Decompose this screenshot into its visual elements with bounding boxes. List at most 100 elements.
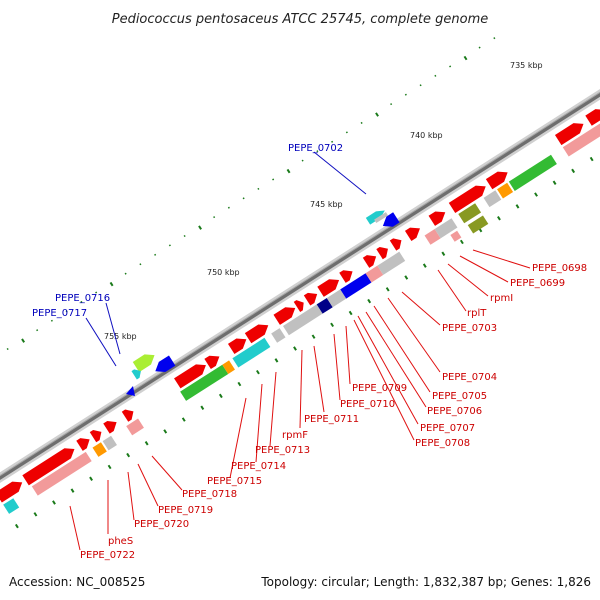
gene-label[interactable]: PEPE_0720: [134, 519, 189, 530]
cog-category-band[interactable]: [508, 154, 557, 191]
gene-label[interactable]: rpmF: [282, 430, 308, 441]
scale-tick: [301, 159, 304, 162]
scale-tick: [109, 281, 114, 287]
inner-tick: [181, 417, 186, 422]
scale-tick: [183, 234, 186, 238]
gene-label[interactable]: PEPE_0706: [427, 406, 482, 417]
gene-label[interactable]: PEPE_0698: [532, 263, 587, 274]
forward-gene-arrow[interactable]: [204, 355, 220, 370]
inner-tick: [534, 192, 538, 197]
scale-tick: [65, 310, 68, 313]
forward-gene-arrow[interactable]: [448, 185, 486, 213]
forward-gene-arrow[interactable]: [404, 227, 420, 241]
gene-label[interactable]: PEPE_0713: [255, 445, 310, 456]
forward-gene-arrow[interactable]: [389, 238, 402, 251]
gene-label[interactable]: PEPE_0716: [55, 293, 110, 304]
gene-label[interactable]: PEPE_0702: [288, 143, 343, 154]
inner-tick: [348, 310, 353, 316]
gene-label[interactable]: rpmI: [490, 293, 513, 304]
gene-label[interactable]: PEPE_0717: [32, 308, 87, 319]
cog-category-band[interactable]: [126, 418, 144, 436]
gene-label[interactable]: PEPE_0715: [207, 476, 262, 487]
gene-label[interactable]: rplT: [467, 308, 487, 319]
forward-gene-arrow[interactable]: [121, 409, 134, 422]
cog-category-band[interactable]: [282, 304, 323, 336]
gene-label[interactable]: PEPE_0711: [304, 414, 359, 425]
forward-gene-arrow[interactable]: [227, 338, 247, 354]
reverse-gene-arrow[interactable]: [132, 354, 155, 373]
scale-label: 750 kbp: [207, 268, 240, 277]
inner-tick: [14, 523, 19, 529]
reverse-gene-arrow[interactable]: [131, 369, 141, 380]
forward-gene-arrow[interactable]: [585, 109, 600, 126]
gene-label[interactable]: PEPE_0709: [352, 383, 407, 394]
cog-category-band[interactable]: [180, 364, 229, 401]
forward-gene-arrow[interactable]: [554, 123, 584, 146]
genome-backbone: [0, 89, 600, 483]
forward-gene-arrow[interactable]: [303, 292, 318, 306]
cog-category-band[interactable]: [374, 212, 389, 224]
gene-label[interactable]: PEPE_0703: [442, 323, 497, 334]
cog-category-band[interactable]: [424, 229, 441, 245]
reverse-gene-arrow[interactable]: [155, 355, 176, 373]
cog-category-band[interactable]: [458, 203, 482, 224]
cog-category-band[interactable]: [483, 190, 502, 208]
cog-category-band[interactable]: [434, 218, 458, 239]
gene-label[interactable]: PEPE_0719: [158, 505, 213, 516]
gene-features[interactable]: [0, 106, 600, 514]
forward-gene-arrow[interactable]: [22, 448, 75, 486]
cog-category-band[interactable]: [102, 435, 117, 451]
forward-gene-arrow[interactable]: [339, 270, 353, 283]
cog-category-band[interactable]: [497, 182, 514, 199]
cog-category-band[interactable]: [450, 230, 462, 242]
forward-gene-arrow[interactable]: [244, 324, 269, 344]
forward-gene-arrow[interactable]: [293, 300, 304, 312]
forward-gene-arrow[interactable]: [362, 255, 377, 268]
cog-category-band[interactable]: [271, 328, 286, 343]
gene-label[interactable]: pheS: [108, 536, 133, 547]
gene-label[interactable]: PEPE_0722: [80, 550, 135, 561]
forward-gene-arrow[interactable]: [76, 438, 90, 451]
scale-tick: [139, 263, 142, 266]
forward-gene-arrow[interactable]: [428, 211, 446, 226]
cog-category-band[interactable]: [562, 119, 600, 157]
gene-label[interactable]: PEPE_0718: [182, 489, 237, 500]
cog-category-band[interactable]: [31, 451, 92, 496]
gene-label[interactable]: PEPE_0704: [442, 372, 497, 383]
forward-gene-arrow[interactable]: [485, 171, 508, 190]
cog-category-band[interactable]: [340, 273, 372, 299]
cog-category-band[interactable]: [316, 297, 333, 314]
gene-label[interactable]: PEPE_0710: [340, 399, 395, 410]
cog-category-band[interactable]: [365, 265, 384, 283]
forward-gene-arrow[interactable]: [0, 481, 23, 503]
reverse-gene-arrow[interactable]: [382, 212, 400, 227]
label-leader-line: [353, 319, 415, 441]
reverse-gene-arrow[interactable]: [365, 210, 385, 225]
gene-label[interactable]: PEPE_0708: [415, 438, 470, 449]
reverse-gene-arrow[interactable]: [126, 386, 135, 396]
forward-gene-arrow[interactable]: [103, 420, 117, 434]
scale-tick: [227, 206, 230, 209]
cog-category-band[interactable]: [467, 215, 489, 234]
label-leader-line: [313, 345, 325, 413]
scale-tick: [80, 300, 83, 303]
forward-gene-arrow[interactable]: [273, 307, 296, 325]
gene-label[interactable]: PEPE_0705: [432, 391, 487, 402]
cog-category-band[interactable]: [232, 337, 271, 368]
cog-category-band[interactable]: [377, 251, 406, 275]
cog-category-band[interactable]: [92, 442, 107, 457]
cog-category-band[interactable]: [222, 360, 235, 374]
label-leader-line: [229, 397, 247, 479]
cog-category-band[interactable]: [3, 498, 20, 514]
scale-tick: [316, 150, 319, 153]
gene-label[interactable]: PEPE_0699: [510, 278, 565, 289]
forward-gene-arrow[interactable]: [174, 364, 206, 389]
gene-label[interactable]: PEPE_0714: [231, 461, 286, 472]
forward-gene-arrow[interactable]: [89, 429, 102, 443]
gene-label[interactable]: PEPE_0707: [420, 423, 475, 434]
forward-gene-arrow[interactable]: [317, 279, 340, 297]
cog-category-band[interactable]: [326, 289, 347, 308]
forward-gene-arrow[interactable]: [376, 246, 388, 260]
